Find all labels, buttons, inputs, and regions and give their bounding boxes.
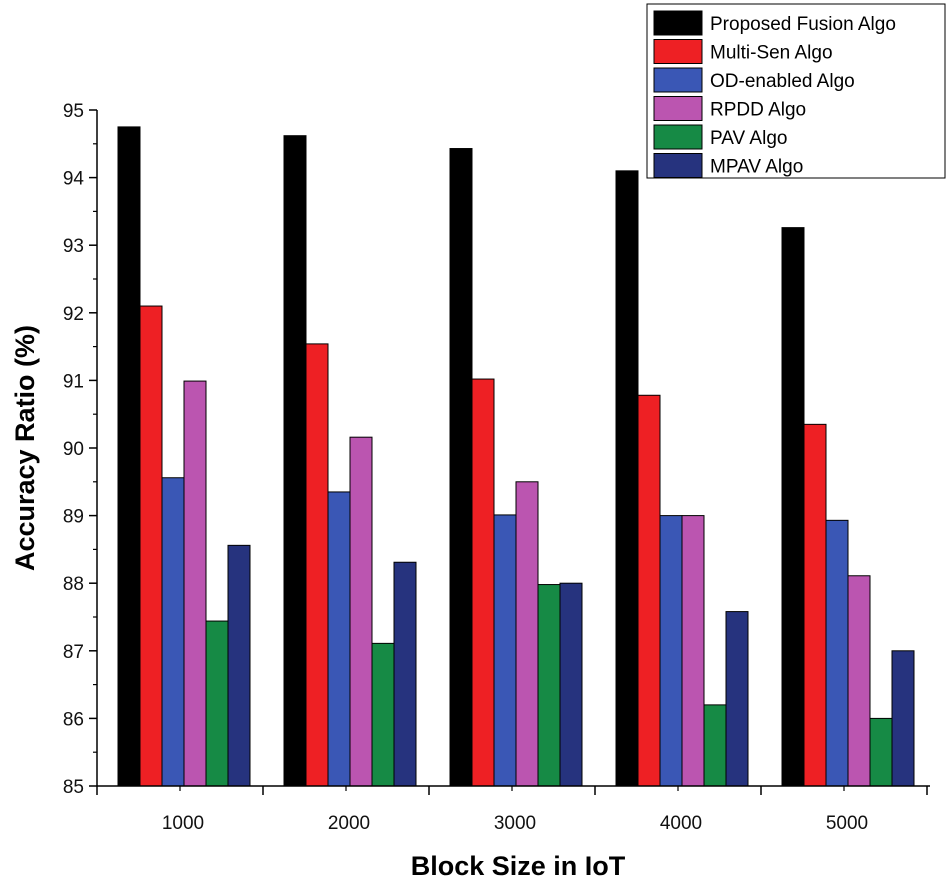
legend-label: Multi-Sen Algo	[710, 43, 833, 64]
bar-proposed-fusion-algo-3000	[449, 148, 473, 787]
x-tick-label: 3000	[494, 813, 536, 834]
bar-mpav-algo-2000	[393, 561, 417, 787]
bar-mpav-algo-4000	[725, 611, 749, 787]
y-tick-label: 85	[63, 777, 84, 798]
y-tick-label: 92	[63, 304, 84, 325]
legend-swatch	[653, 96, 703, 121]
y-tick-label: 87	[63, 642, 84, 663]
legend-swatch	[653, 67, 703, 93]
legend-swatch	[653, 124, 703, 150]
bar-proposed-fusion-algo-5000	[781, 227, 805, 787]
bar-od-enabled-algo-1000	[161, 477, 185, 787]
y-axis-title: Accuracy Ratio (%)	[10, 325, 40, 571]
bar-pav-algo-3000	[537, 584, 561, 787]
bar-mpav-algo-3000	[559, 582, 583, 787]
bar-pav-algo-2000	[371, 642, 395, 787]
bar-pav-algo-1000	[205, 620, 229, 787]
legend-label: MPAV Algo	[710, 157, 803, 178]
legend-swatch	[653, 153, 703, 178]
legend-label: RPDD Algo	[710, 100, 806, 121]
bar-rpdd-algo-5000	[847, 575, 871, 787]
legend-label: Proposed Fusion Algo	[710, 14, 896, 35]
bar-proposed-fusion-algo-2000	[283, 135, 307, 787]
x-tick-label: 1000	[162, 813, 204, 834]
bar-od-enabled-algo-3000	[493, 514, 517, 787]
bar-proposed-fusion-algo-1000	[117, 126, 141, 787]
bar-rpdd-algo-1000	[183, 380, 207, 787]
y-tick-label: 95	[63, 101, 84, 122]
bar-multi-sen-algo-4000	[637, 394, 661, 787]
bars-layer	[117, 126, 915, 787]
bar-od-enabled-algo-5000	[825, 519, 849, 787]
y-tick-label: 93	[63, 236, 84, 257]
bar-od-enabled-algo-4000	[659, 515, 683, 787]
y-tick-label: 86	[63, 709, 84, 730]
x-axis-title: Block Size in IoT	[411, 851, 626, 881]
x-tick-label: 4000	[660, 813, 702, 834]
bar-multi-sen-algo-5000	[803, 423, 827, 787]
bar-multi-sen-algo-1000	[139, 305, 163, 787]
legend-label: OD-enabled Algo	[710, 71, 855, 92]
bar-pav-algo-5000	[869, 717, 893, 787]
bar-rpdd-algo-3000	[515, 481, 539, 787]
bar-mpav-algo-1000	[227, 544, 251, 787]
ticks-layer: 85 86 87 88 89 90 91 92 93 94 95 1000 2000 3000 4000 50…	[63, 101, 928, 834]
y-tick-label: 94	[63, 169, 85, 190]
bar-rpdd-algo-2000	[349, 436, 373, 787]
bar-od-enabled-algo-2000	[327, 491, 351, 787]
legend: Proposed Fusion Algo Multi-Sen Algo OD-ena…	[646, 3, 946, 179]
legend-swatch	[653, 39, 703, 64]
bar-proposed-fusion-algo-4000	[615, 170, 639, 787]
y-tick-label: 89	[63, 507, 84, 528]
bar-multi-sen-algo-3000	[471, 378, 495, 787]
bar-mpav-algo-5000	[891, 650, 915, 787]
y-tick-label: 90	[63, 439, 84, 460]
y-tick-label: 88	[63, 574, 84, 595]
y-tick-label: 91	[63, 371, 84, 392]
legend-label: PAV Algo	[710, 128, 787, 149]
legend-swatch	[653, 10, 703, 36]
x-tick-label: 2000	[328, 813, 370, 834]
bar-multi-sen-algo-2000	[305, 343, 329, 787]
bar-rpdd-algo-4000	[681, 515, 705, 787]
bar-pav-algo-4000	[703, 704, 727, 787]
x-tick-label: 5000	[826, 813, 868, 834]
